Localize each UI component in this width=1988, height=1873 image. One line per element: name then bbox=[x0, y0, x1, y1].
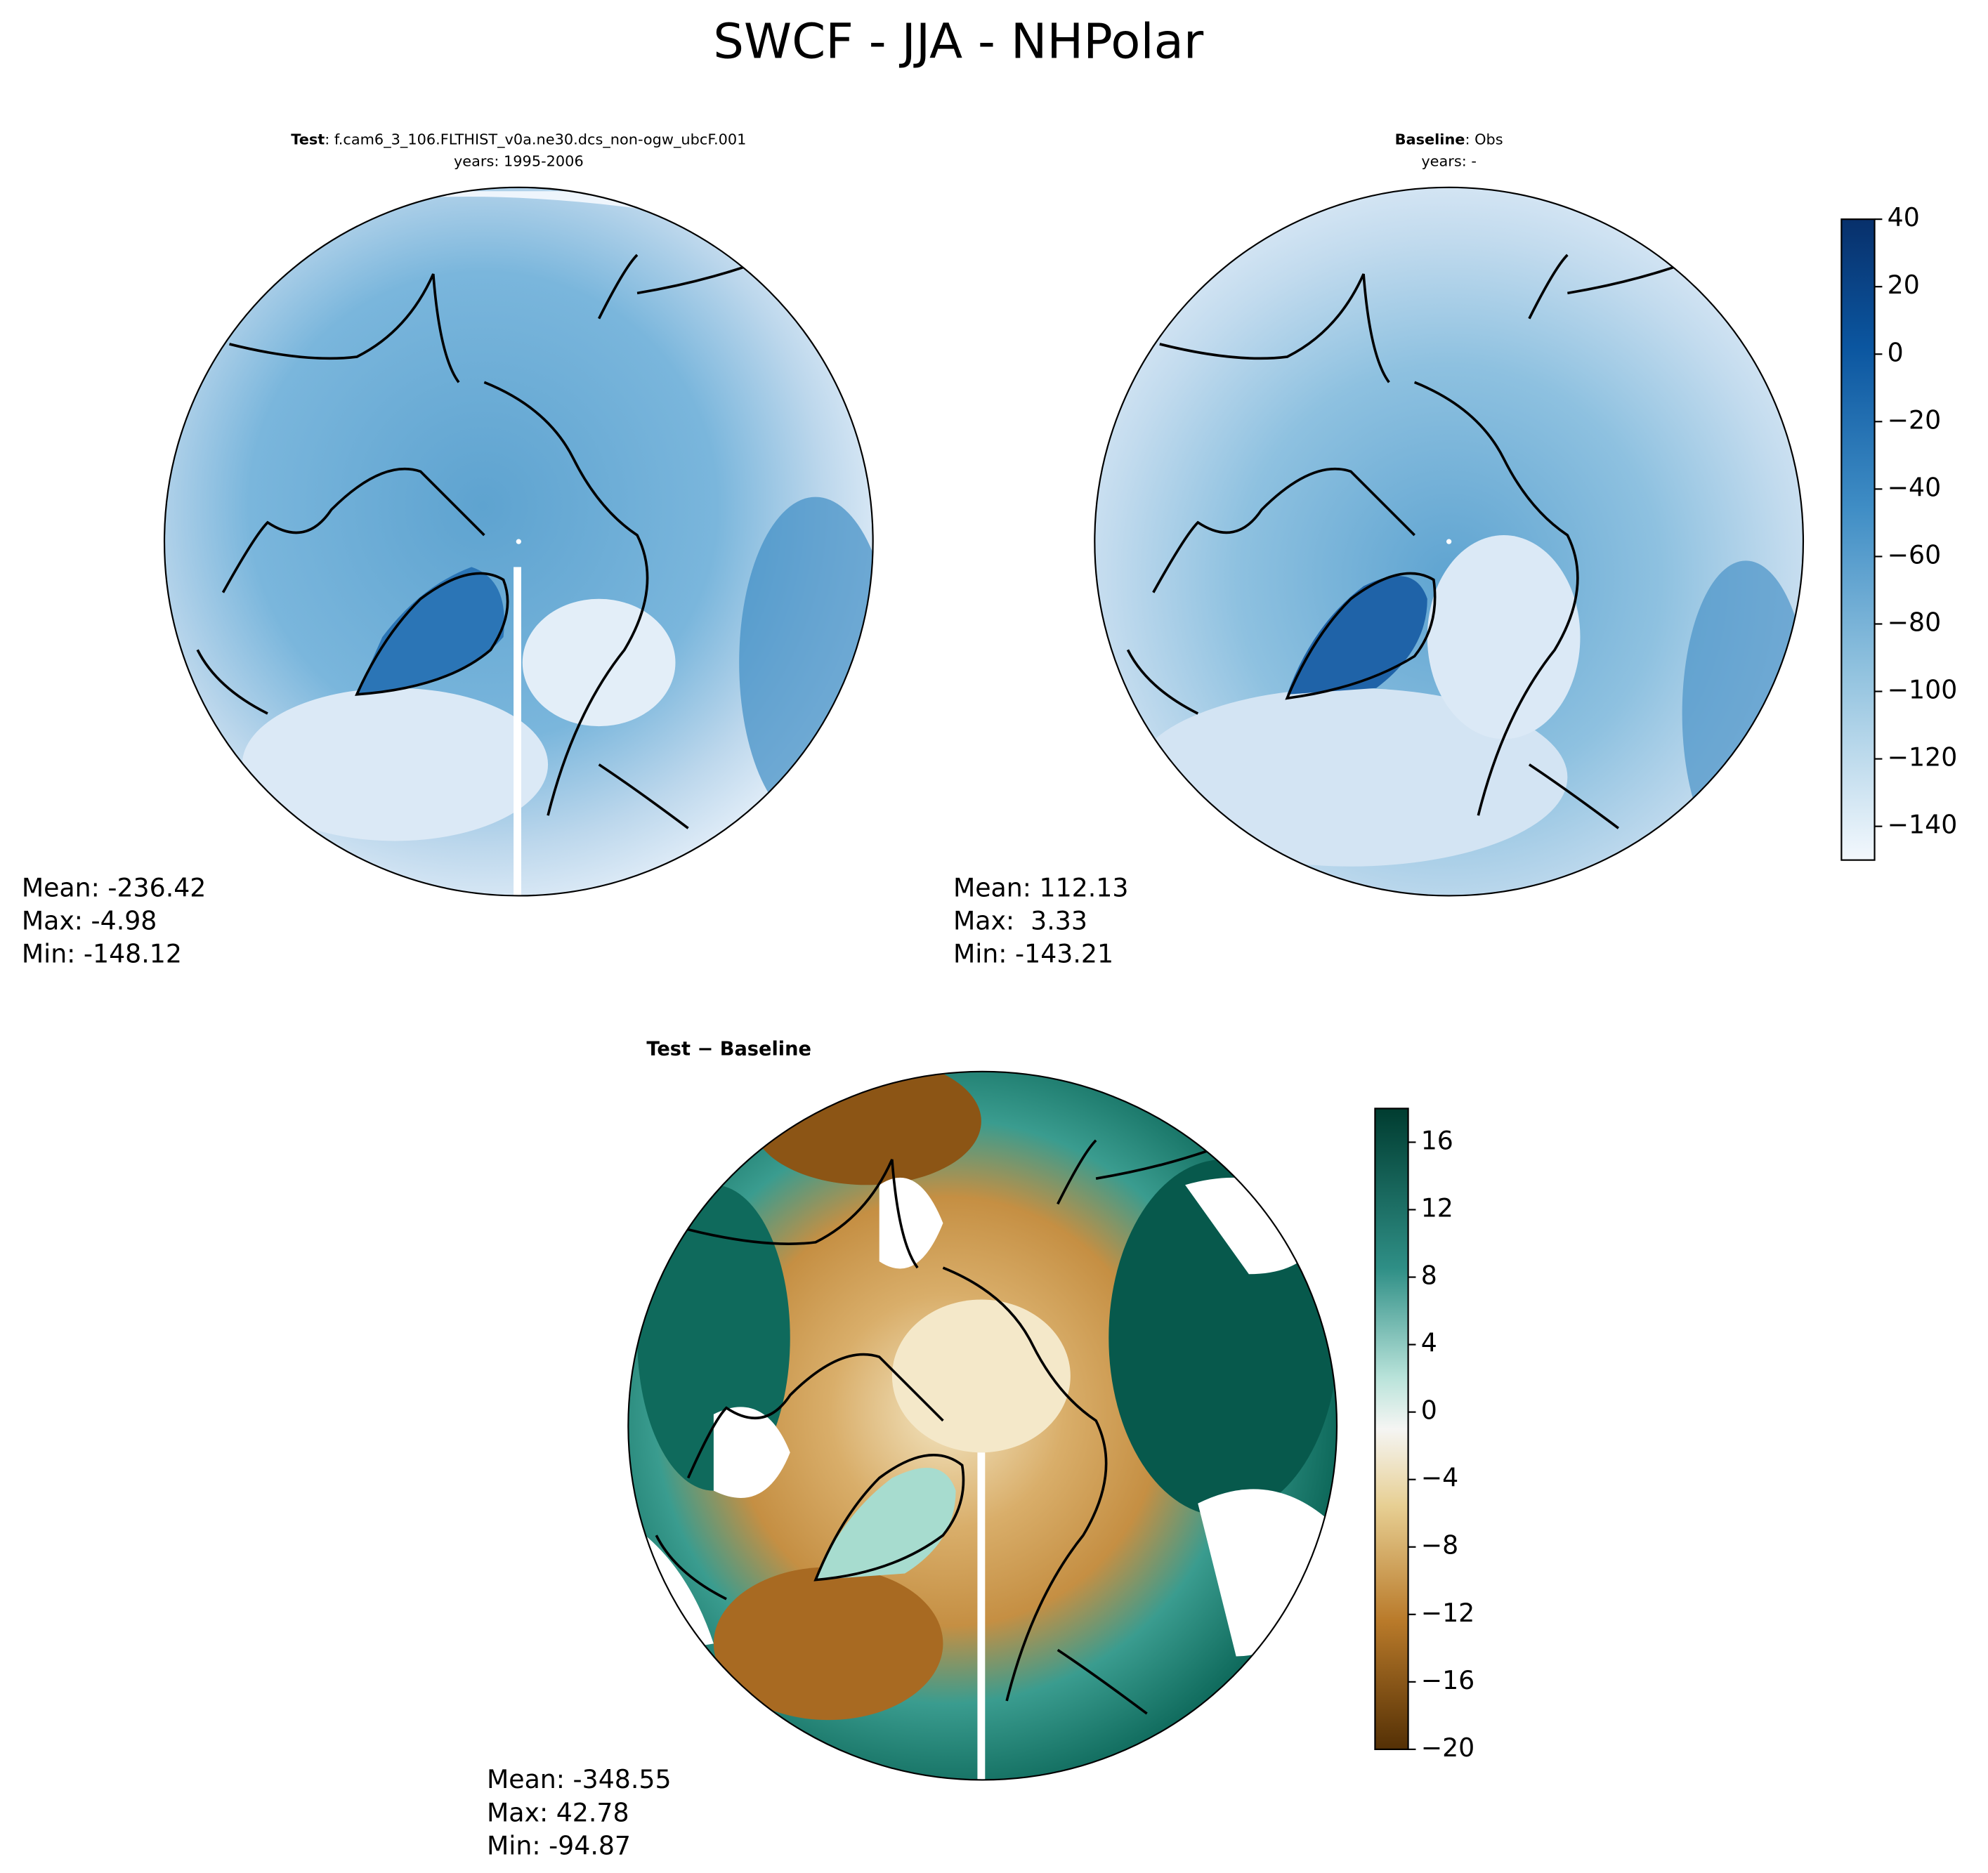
tick-label: −100 bbox=[1888, 675, 1958, 705]
tick-label: 16 bbox=[1421, 1125, 1453, 1155]
panel-title-bold: Baseline bbox=[1395, 131, 1465, 148]
panel-years: years: 1995-2006 bbox=[454, 153, 584, 170]
tick-label: 0 bbox=[1421, 1395, 1437, 1426]
tick-label: −140 bbox=[1888, 810, 1958, 840]
panel-years: years: - bbox=[1421, 153, 1477, 170]
tick-label: 40 bbox=[1888, 202, 1920, 232]
tick-label: 12 bbox=[1421, 1192, 1453, 1223]
map bbox=[164, 187, 873, 896]
tick-label: −20 bbox=[1421, 1733, 1475, 1763]
panel-title: Test − Baseline bbox=[646, 1038, 811, 1060]
colorbar: 16 12 8 4 0 −4 −8 −12 −16 −20 bbox=[1374, 1108, 1475, 1763]
stat: Min: -94.87 bbox=[487, 1831, 631, 1861]
stat: Mean: 112.13 bbox=[953, 872, 1128, 902]
tick-label: −120 bbox=[1888, 742, 1958, 773]
panel-title: Test: f.cam6_3_106.FLTHIST_v0a.ne30.dcs_… bbox=[291, 131, 746, 149]
tick-label: 0 bbox=[1888, 337, 1904, 367]
stat: Max: -4.98 bbox=[22, 906, 157, 936]
stat: Min: -148.12 bbox=[22, 939, 182, 969]
stat: Mean: -348.55 bbox=[487, 1764, 672, 1794]
panel-title-rest: : Obs bbox=[1465, 131, 1503, 148]
panel-title: Baseline: Obs bbox=[1395, 131, 1503, 148]
tick-label: −40 bbox=[1888, 472, 1942, 502]
map bbox=[1094, 187, 1803, 896]
tick-label: 8 bbox=[1421, 1261, 1437, 1291]
panel-title-rest: : f.cam6_3_106.FLTHIST_v0a.ne30.dcs_non-… bbox=[325, 131, 746, 149]
colorbar: 40 20 0 −20 −40 −60 −80 −100 −120 −140 bbox=[1840, 202, 1958, 861]
tick-label: −8 bbox=[1421, 1530, 1458, 1560]
tick-label: 20 bbox=[1888, 270, 1920, 300]
tick-label: −80 bbox=[1888, 607, 1942, 637]
panel-title-bold: Test bbox=[291, 131, 325, 148]
figure-title: SWCF - JJA - NHPolar bbox=[713, 14, 1204, 70]
stat: Mean: -236.42 bbox=[22, 872, 207, 902]
stat: Min: -143.21 bbox=[953, 939, 1113, 969]
tick-label: −20 bbox=[1888, 405, 1942, 435]
tick-label: 4 bbox=[1421, 1328, 1437, 1358]
stat: Max: 42.78 bbox=[487, 1797, 629, 1827]
stat: Max: 3.33 bbox=[953, 906, 1087, 936]
map bbox=[628, 1071, 1337, 1780]
tick-label: −4 bbox=[1421, 1463, 1458, 1493]
tick-label: −12 bbox=[1421, 1598, 1475, 1628]
tick-label: −60 bbox=[1888, 539, 1942, 570]
tick-label: −16 bbox=[1421, 1665, 1475, 1695]
